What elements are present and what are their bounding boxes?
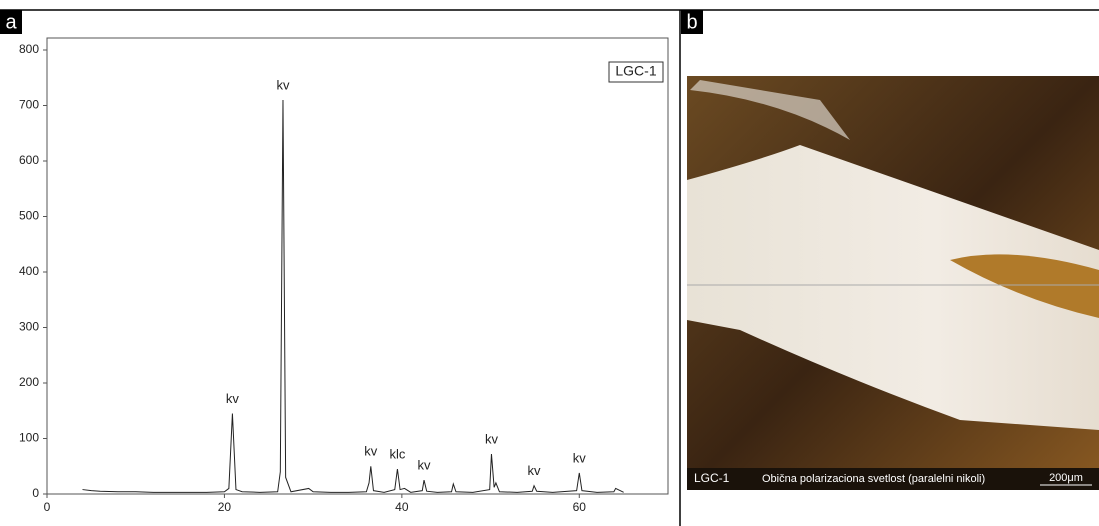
peak-label: kv [226, 391, 240, 406]
y-tick-label: 700 [19, 98, 39, 112]
sample-box [608, 61, 664, 83]
x-tick-label: 20 [218, 500, 232, 514]
peak-label: kv [364, 444, 378, 459]
y-tick-label: 400 [19, 264, 39, 278]
y-tick-label: 800 [19, 42, 39, 56]
panel-label-bg [681, 10, 703, 34]
caption: Obična polarizaciona svetlost (paralelni… [762, 473, 985, 485]
spectrum [82, 99, 624, 493]
x-tick-label: 40 [395, 500, 409, 514]
y-tick-label: 500 [19, 209, 39, 223]
micrograph: LGC-1 Obična polarizaciona svetlost (par… [687, 76, 1099, 490]
y-tick-label: 300 [19, 320, 39, 334]
peak-label: kv [573, 450, 587, 465]
y-tick-label: 0 [32, 486, 39, 500]
crystal [690, 80, 850, 140]
y-tick-label: 600 [19, 153, 39, 167]
y-tick-label: 100 [19, 431, 39, 445]
peak-label: klc [389, 446, 405, 461]
peak-label: kv [528, 463, 542, 478]
caption-bar [687, 468, 1099, 490]
panel-label-bg [0, 10, 22, 34]
peak-label: kv [276, 77, 290, 92]
scale-label: 200μm [1049, 472, 1083, 484]
sample-label: LGC-1 [615, 63, 656, 79]
panel-label: a [5, 11, 17, 33]
peak-label: kv [418, 458, 432, 473]
x-tick-label: 0 [44, 500, 51, 514]
panel-label: b [686, 11, 697, 33]
sample-caption: LGC-1 [694, 471, 730, 485]
peak-label: kv [485, 431, 499, 446]
x-tick-label: 60 [573, 500, 587, 514]
y-tick-label: 200 [19, 375, 39, 389]
inclusion [950, 254, 1099, 318]
vein [687, 145, 1099, 430]
plot-frame [46, 37, 669, 495]
